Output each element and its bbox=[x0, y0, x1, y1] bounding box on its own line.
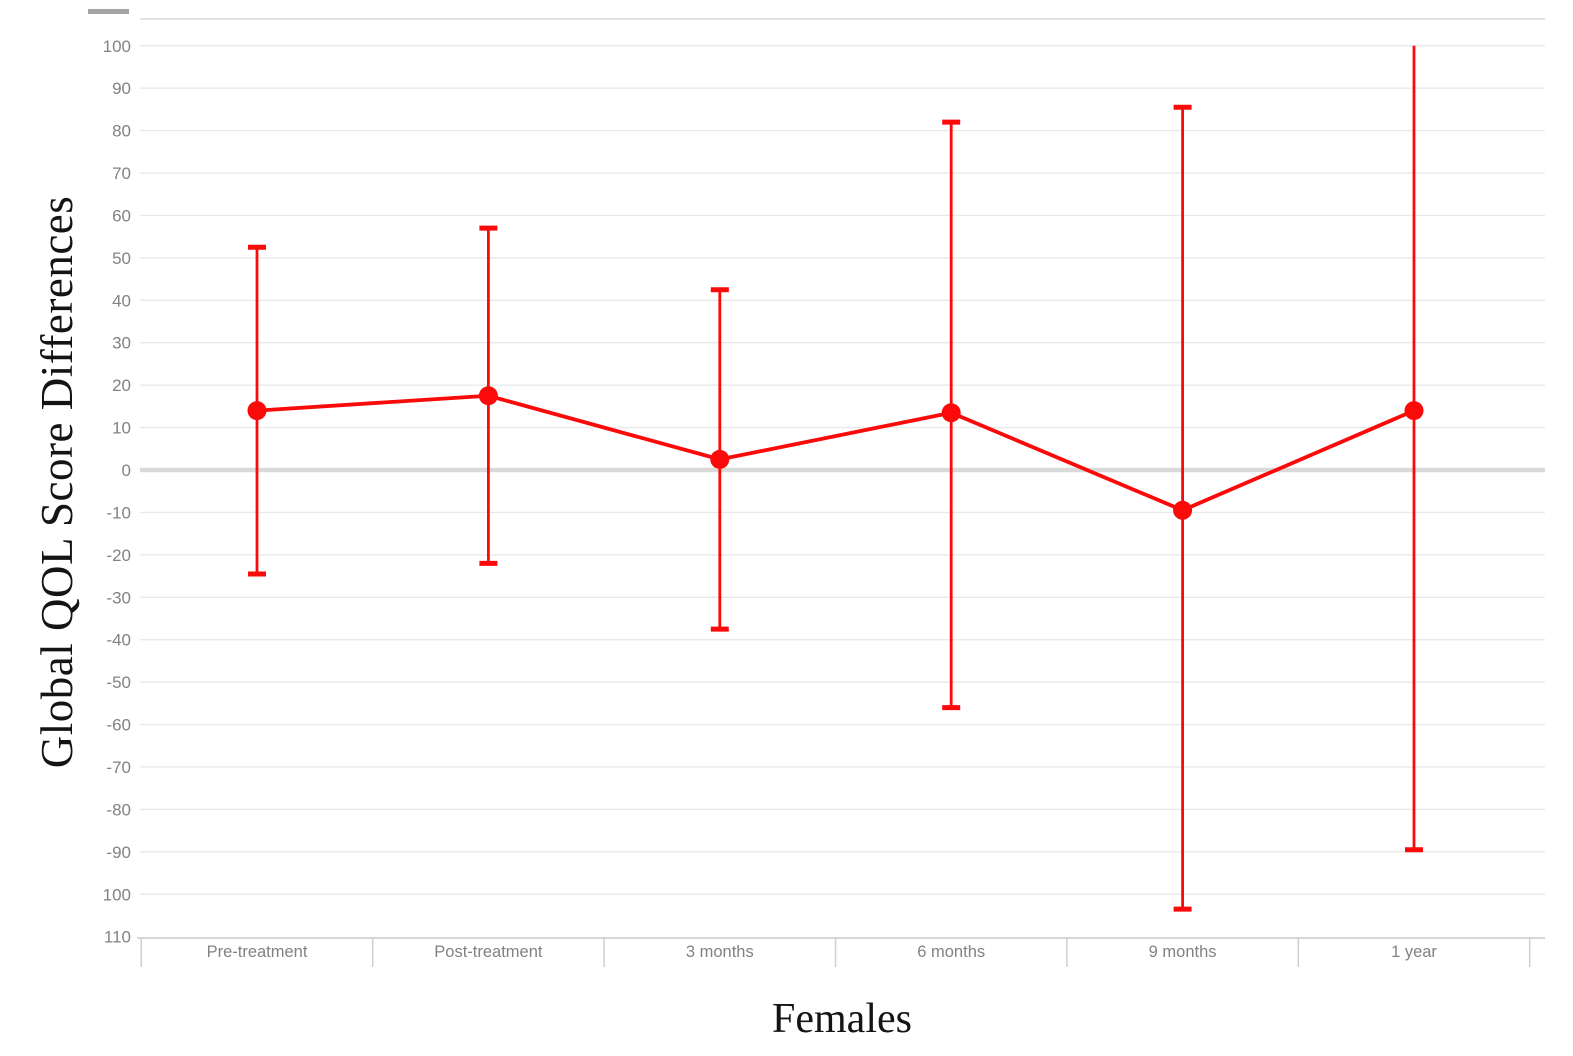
y-tick-label: -50 bbox=[106, 673, 131, 692]
y-tick-label: 20 bbox=[112, 376, 131, 395]
data-point-marker bbox=[710, 449, 730, 469]
x-axis-title: Females bbox=[772, 996, 912, 1042]
x-category-label: 1 year bbox=[1391, 943, 1437, 961]
y-tick-label: 110 bbox=[104, 928, 131, 947]
x-category-label: 3 months bbox=[686, 943, 754, 961]
data-point-marker bbox=[1404, 401, 1424, 421]
y-tick-label: 90 bbox=[112, 79, 131, 98]
y-tick-label: 100 bbox=[103, 37, 131, 56]
y-tick-label: 0 bbox=[122, 461, 131, 480]
x-category-label: 9 months bbox=[1149, 943, 1217, 961]
y-tick-label: -60 bbox=[106, 716, 131, 735]
y-tick-label: -80 bbox=[106, 800, 131, 819]
y-axis-title: Global QOL Score Differences bbox=[32, 195, 82, 769]
y-tick-label: 70 bbox=[112, 164, 131, 183]
y-tick-label: 30 bbox=[112, 334, 131, 353]
y-tick-label: 40 bbox=[112, 291, 131, 310]
y-tick-label: 50 bbox=[112, 249, 131, 268]
y-tick-label: -10 bbox=[106, 503, 131, 522]
x-category-label: 6 months bbox=[917, 943, 985, 961]
data-point-marker bbox=[1173, 500, 1193, 520]
y-tick-label: 80 bbox=[112, 122, 131, 141]
data-point-marker bbox=[941, 403, 961, 423]
y-tick-label: -20 bbox=[106, 546, 131, 565]
y-tick-label: -90 bbox=[106, 843, 131, 862]
y-tick-label: 10 bbox=[112, 419, 131, 438]
data-point-marker bbox=[478, 386, 498, 406]
y-tick-label: -70 bbox=[106, 758, 131, 777]
y-tick-label: -30 bbox=[106, 588, 131, 607]
y-tick-label: -40 bbox=[106, 631, 131, 650]
y-tick-label: 100 bbox=[103, 885, 131, 904]
y-tick-label: 60 bbox=[112, 206, 131, 225]
series-line bbox=[256, 393, 1415, 513]
x-category-label: Pre-treatment bbox=[207, 943, 308, 961]
screen-artifact-dash bbox=[88, 9, 129, 14]
data-point-marker bbox=[247, 401, 267, 421]
x-category-label: Post-treatment bbox=[434, 943, 543, 961]
